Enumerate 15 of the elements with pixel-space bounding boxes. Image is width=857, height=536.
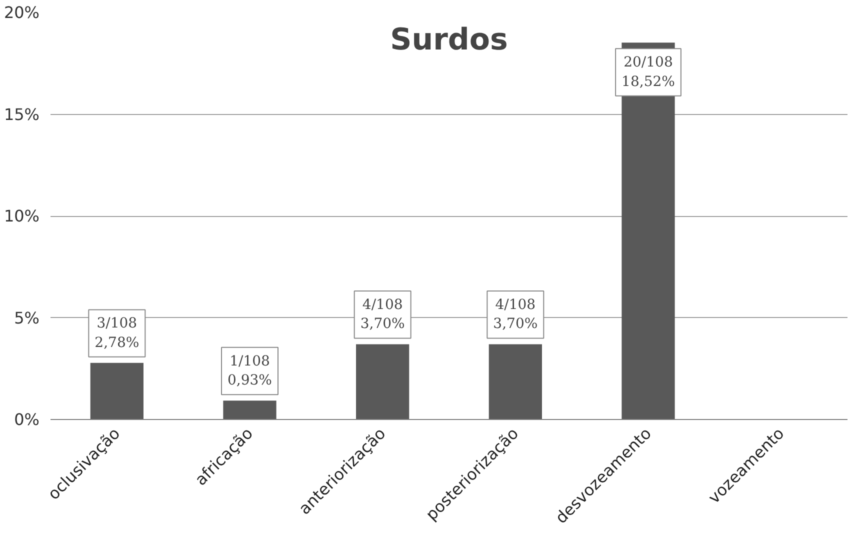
data-label: 20/108 18,52% bbox=[622, 54, 675, 90]
y-tick-label: 20% bbox=[4, 3, 40, 22]
y-tick-label: 0% bbox=[14, 410, 40, 429]
data-label: 4/108 3,70% bbox=[360, 297, 405, 332]
bar bbox=[90, 362, 144, 420]
y-tick-label: 5% bbox=[14, 308, 40, 328]
y-tick-label: 10% bbox=[4, 206, 40, 226]
data-label: 3/108 2,78% bbox=[94, 316, 140, 351]
data-label: 4/108 3,70% bbox=[493, 297, 538, 332]
bar bbox=[223, 400, 276, 420]
y-tick-label: 15% bbox=[4, 104, 40, 124]
chart-title: Surdos bbox=[390, 22, 508, 58]
bar bbox=[488, 344, 542, 420]
data-label: 1/108 0,93% bbox=[228, 353, 272, 389]
bar bbox=[356, 344, 410, 420]
